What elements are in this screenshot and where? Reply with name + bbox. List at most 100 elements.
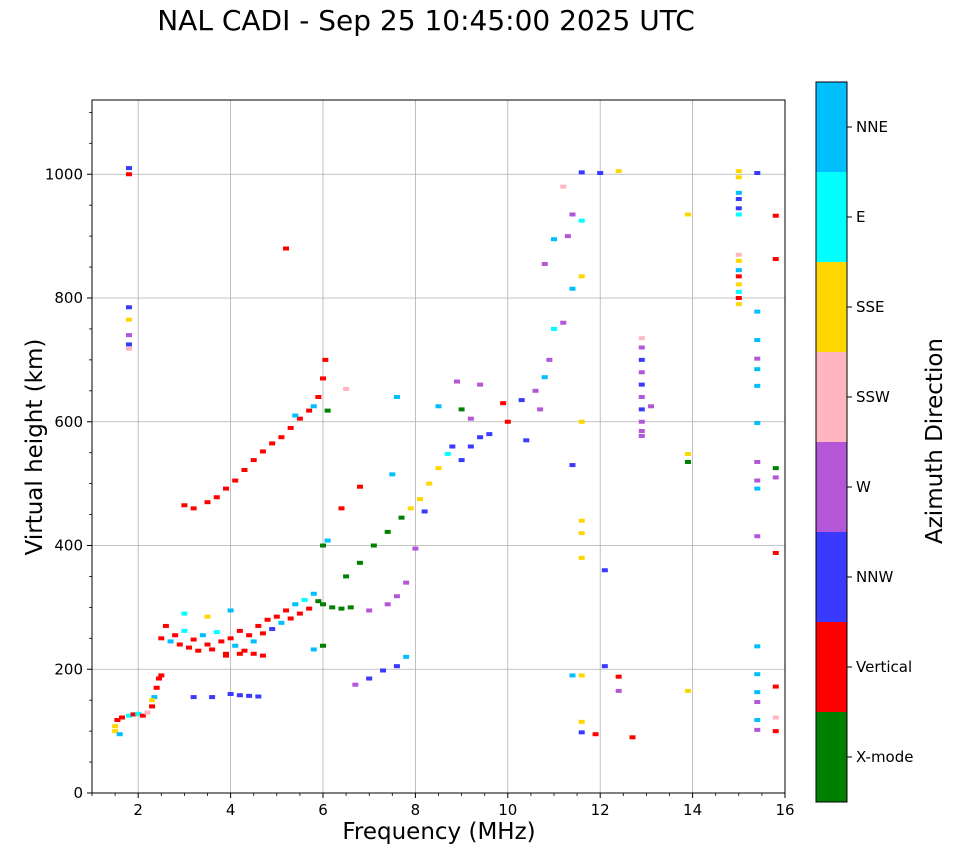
echo-point-vertical [772,684,779,689]
echo-point-nnw [518,398,525,403]
echo-point-sse [735,302,742,307]
echo-point-vertical [273,614,280,619]
grid-lines [92,100,786,794]
echo-point-nnw [449,444,456,449]
echo-point-vertical [222,486,229,491]
echo-point-nnw [125,305,132,310]
echo-point-vertical [296,611,303,616]
echo-point-vertical [283,608,290,613]
echo-point-sse [578,518,585,523]
echo-point-sse [684,688,691,693]
echo-point-nnw [393,664,400,669]
echo-point-nne [754,420,761,425]
echo-point-w [412,546,419,551]
echo-point-nne [250,639,257,644]
echo-point-nne [569,286,576,291]
echo-point-vertical [735,274,742,279]
echo-point-vertical [322,357,329,362]
echo-point-nne [541,375,548,380]
echo-point-vertical [269,441,276,446]
echo-point-nnw [458,458,465,463]
echo-point-nne [199,633,206,638]
echo-point-vertical [153,685,160,690]
echo-point-e [735,289,742,294]
echo-point-ssw [735,252,742,257]
echo-point-vertical [315,395,322,399]
echo-point-nne [310,647,317,652]
echo-point-ssw [144,710,151,715]
echo-point-w [648,404,655,409]
echo-point-vertical [222,653,229,658]
echo-point-nnw [638,357,645,362]
colorbar-segment-ssw [816,352,847,442]
colorbar: X-mode Vertical NNW W SSW SSE E NNE [815,81,913,803]
echo-point-vertical [158,673,165,678]
echo-point-x-mode [384,529,391,534]
x-tick-label: 10 [498,801,517,819]
colorbar-segment-x-mode [816,712,847,802]
echo-point-vertical [186,645,193,650]
echo-point-vertical [287,616,294,621]
echo-point-w [384,602,391,607]
echo-point-e [135,711,142,716]
echo-point-nnw [366,676,373,681]
echo-point-vertical [241,648,248,653]
echo-point-x-mode [338,606,345,611]
colorbar-segment-sse [816,262,847,352]
echo-point-nnw [421,509,428,514]
echo-point-sse [426,481,433,486]
echo-point-vertical [629,735,636,740]
echo-point-nnw [735,206,742,211]
echo-point-vertical [772,729,779,734]
echo-point-vertical [320,376,326,381]
echo-point-nne [754,367,761,372]
echo-point-vertical [162,623,169,628]
colorbar-category-label: SSE [856,298,885,316]
echo-point-x-mode [320,543,326,548]
echo-point-ssw [125,346,132,351]
echo-point-w [615,688,622,693]
echo-point-e [444,451,451,456]
echo-point-sse [684,451,691,456]
y-tick-label: 200 [54,660,83,678]
echo-point-vertical [259,449,266,454]
echo-point-nnw [477,435,484,440]
echo-point-w [467,416,474,421]
echo-point-sse [578,555,585,560]
echo-point-nne [393,395,400,399]
echo-point-ssw [343,386,350,391]
echo-point-vertical [149,704,156,709]
echo-point-vertical [338,506,345,511]
colorbar-category-label: Vertical [856,658,912,676]
echo-point-nnw [269,627,276,632]
echo-point-e [181,628,188,633]
echo-point-vertical [204,642,211,647]
echo-point-vertical [190,637,197,642]
echo-point-e [735,212,742,217]
echo-point-vertical [209,647,216,652]
x-axis-label: Frequency (MHz) [342,819,536,845]
echo-point-nne [389,472,396,477]
echo-point-nne [754,644,761,649]
echo-point-sse [149,698,156,703]
echo-point-sse [578,419,585,424]
echo-point-w [638,419,645,424]
echo-point-nnw [523,438,530,443]
echo-point-vertical [259,653,266,658]
echo-point-e [181,611,188,616]
x-tick-label: 14 [683,801,702,819]
colorbar-segment-vertical [816,622,847,712]
echo-point-w [541,261,548,266]
echo-point-w [125,333,132,338]
echo-point-vertical [772,213,779,218]
echo-point-nnw [754,171,761,176]
echo-point-vertical [236,651,243,656]
colorbar-segment-nnw [816,532,847,622]
echo-point-nne [754,672,761,677]
echo-point-nne [227,608,234,613]
plot-frame [91,99,786,794]
echo-point-nnw [735,197,742,201]
echo-point-nnw [601,568,608,573]
echo-point-nnw [578,730,585,735]
echo-point-nnw [597,171,604,176]
